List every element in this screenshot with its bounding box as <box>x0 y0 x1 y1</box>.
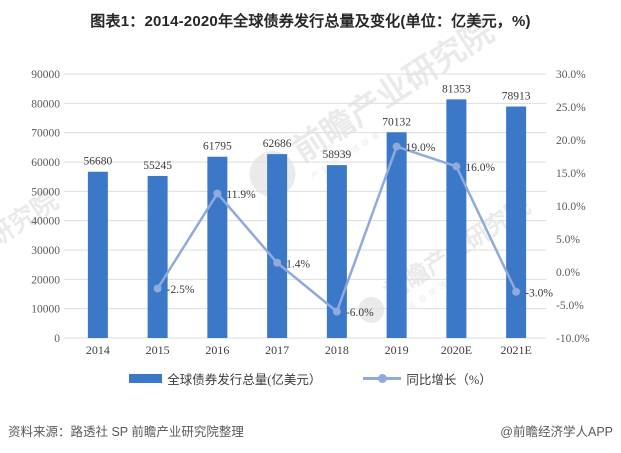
left-axis-tick-label: 30000 <box>31 245 60 257</box>
bar-value-label: 56680 <box>84 156 113 168</box>
line-point-label: -6.0% <box>346 307 374 319</box>
right-axis-tick-label: 30.0% <box>556 69 586 81</box>
left-axis-tick-label: 0 <box>54 333 60 345</box>
bar-value-label: 58939 <box>323 149 352 161</box>
legend-item-bar-series: 全球债券发行总量(亿美元） <box>129 369 321 388</box>
bar-value-label: 62686 <box>263 138 292 150</box>
line-marker <box>392 142 401 151</box>
right-axis-tick-label: -5.0% <box>556 300 584 312</box>
line-marker <box>273 258 282 267</box>
legend-item-line-series: 同比增长（%） <box>363 369 492 388</box>
chart-plot-area: 0 10000 20000 30000 40000 50000 60000 70000 8000… <box>31 69 590 357</box>
bar-value-label: 81353 <box>442 83 471 95</box>
x-axis-label: 2017 <box>265 343 289 357</box>
left-axis-tick-label: 60000 <box>31 157 60 169</box>
line-marker-icon <box>378 374 388 383</box>
bar <box>147 175 168 338</box>
right-axis-tick-label: 5.0% <box>556 234 580 246</box>
bar-value-label: 61795 <box>203 141 232 153</box>
line-marker <box>512 287 521 296</box>
right-axis-tick-label: 25.0% <box>556 102 586 114</box>
right-axis-tick-label: 20.0% <box>556 135 586 147</box>
brand-note: @前瞻经济学人APP <box>500 425 613 439</box>
right-axis-tick-label: 0.0% <box>556 267 580 279</box>
legend-bar-label: 全球债券发行总量(亿美元） <box>167 373 322 387</box>
line-point-label: 1.4% <box>286 258 310 270</box>
bar-value-label: 70132 <box>382 116 411 128</box>
bar <box>267 154 288 338</box>
x-axis-label: 2020E <box>441 343 472 357</box>
line-marker <box>332 307 341 316</box>
left-axis-tick-label: 90000 <box>31 69 60 81</box>
bar <box>446 99 467 338</box>
line-point-label: -2.5% <box>167 284 195 296</box>
bar-series-swatch-icon <box>129 374 163 383</box>
x-axis-label: 2016 <box>205 343 229 357</box>
bar-value-label: 55245 <box>143 160 172 172</box>
line-point-label: 19.0% <box>406 142 436 154</box>
x-axis-label: 2018 <box>325 343 349 357</box>
right-axis-tick-label: 15.0% <box>556 168 586 180</box>
line-point-label: 16.0% <box>465 162 495 174</box>
line-point-label: -3.0% <box>525 287 553 299</box>
x-axis-label: 2019 <box>385 343 409 357</box>
x-axis-label: 2014 <box>86 343 110 357</box>
bar <box>386 132 407 338</box>
chart-title: 图表1：2014-2020年全球债券发行总量及变化(单位：亿美元，%) <box>90 13 531 30</box>
left-axis-tick-label: 50000 <box>31 186 60 198</box>
line-point-label: 11.9% <box>226 189 256 201</box>
left-axis-tick-label: 80000 <box>31 98 60 110</box>
left-axis-tick-label: 40000 <box>31 216 60 228</box>
line-marker <box>452 162 461 171</box>
line-series-swatch-icon <box>363 374 402 383</box>
bar <box>207 156 228 338</box>
x-axis-label: 2015 <box>146 343 170 357</box>
line-marker <box>213 189 222 198</box>
legend-line-label: 同比增长（%） <box>406 373 492 387</box>
right-axis-tick-label: -10.0% <box>556 333 590 345</box>
footer: 资料来源：路透社 SP 前瞻产业研究院整理 @前瞻经济学人APP <box>0 421 621 440</box>
bar <box>87 171 108 338</box>
left-axis-tick-label: 10000 <box>31 304 60 316</box>
source-note: 资料来源：路透社 SP 前瞻产业研究院整理 <box>8 425 244 439</box>
left-axis-tick-label: 70000 <box>31 128 60 140</box>
left-axis-tick-label: 20000 <box>31 274 60 286</box>
bar-value-label: 78913 <box>502 91 531 103</box>
right-axis-tick-label: 10.0% <box>556 201 586 213</box>
x-axis-label: 2021E <box>500 343 531 357</box>
line-marker <box>153 284 162 293</box>
chart-legend: 全球债券发行总量(亿美元） 同比增长（%） <box>0 369 621 388</box>
bar <box>506 106 527 338</box>
